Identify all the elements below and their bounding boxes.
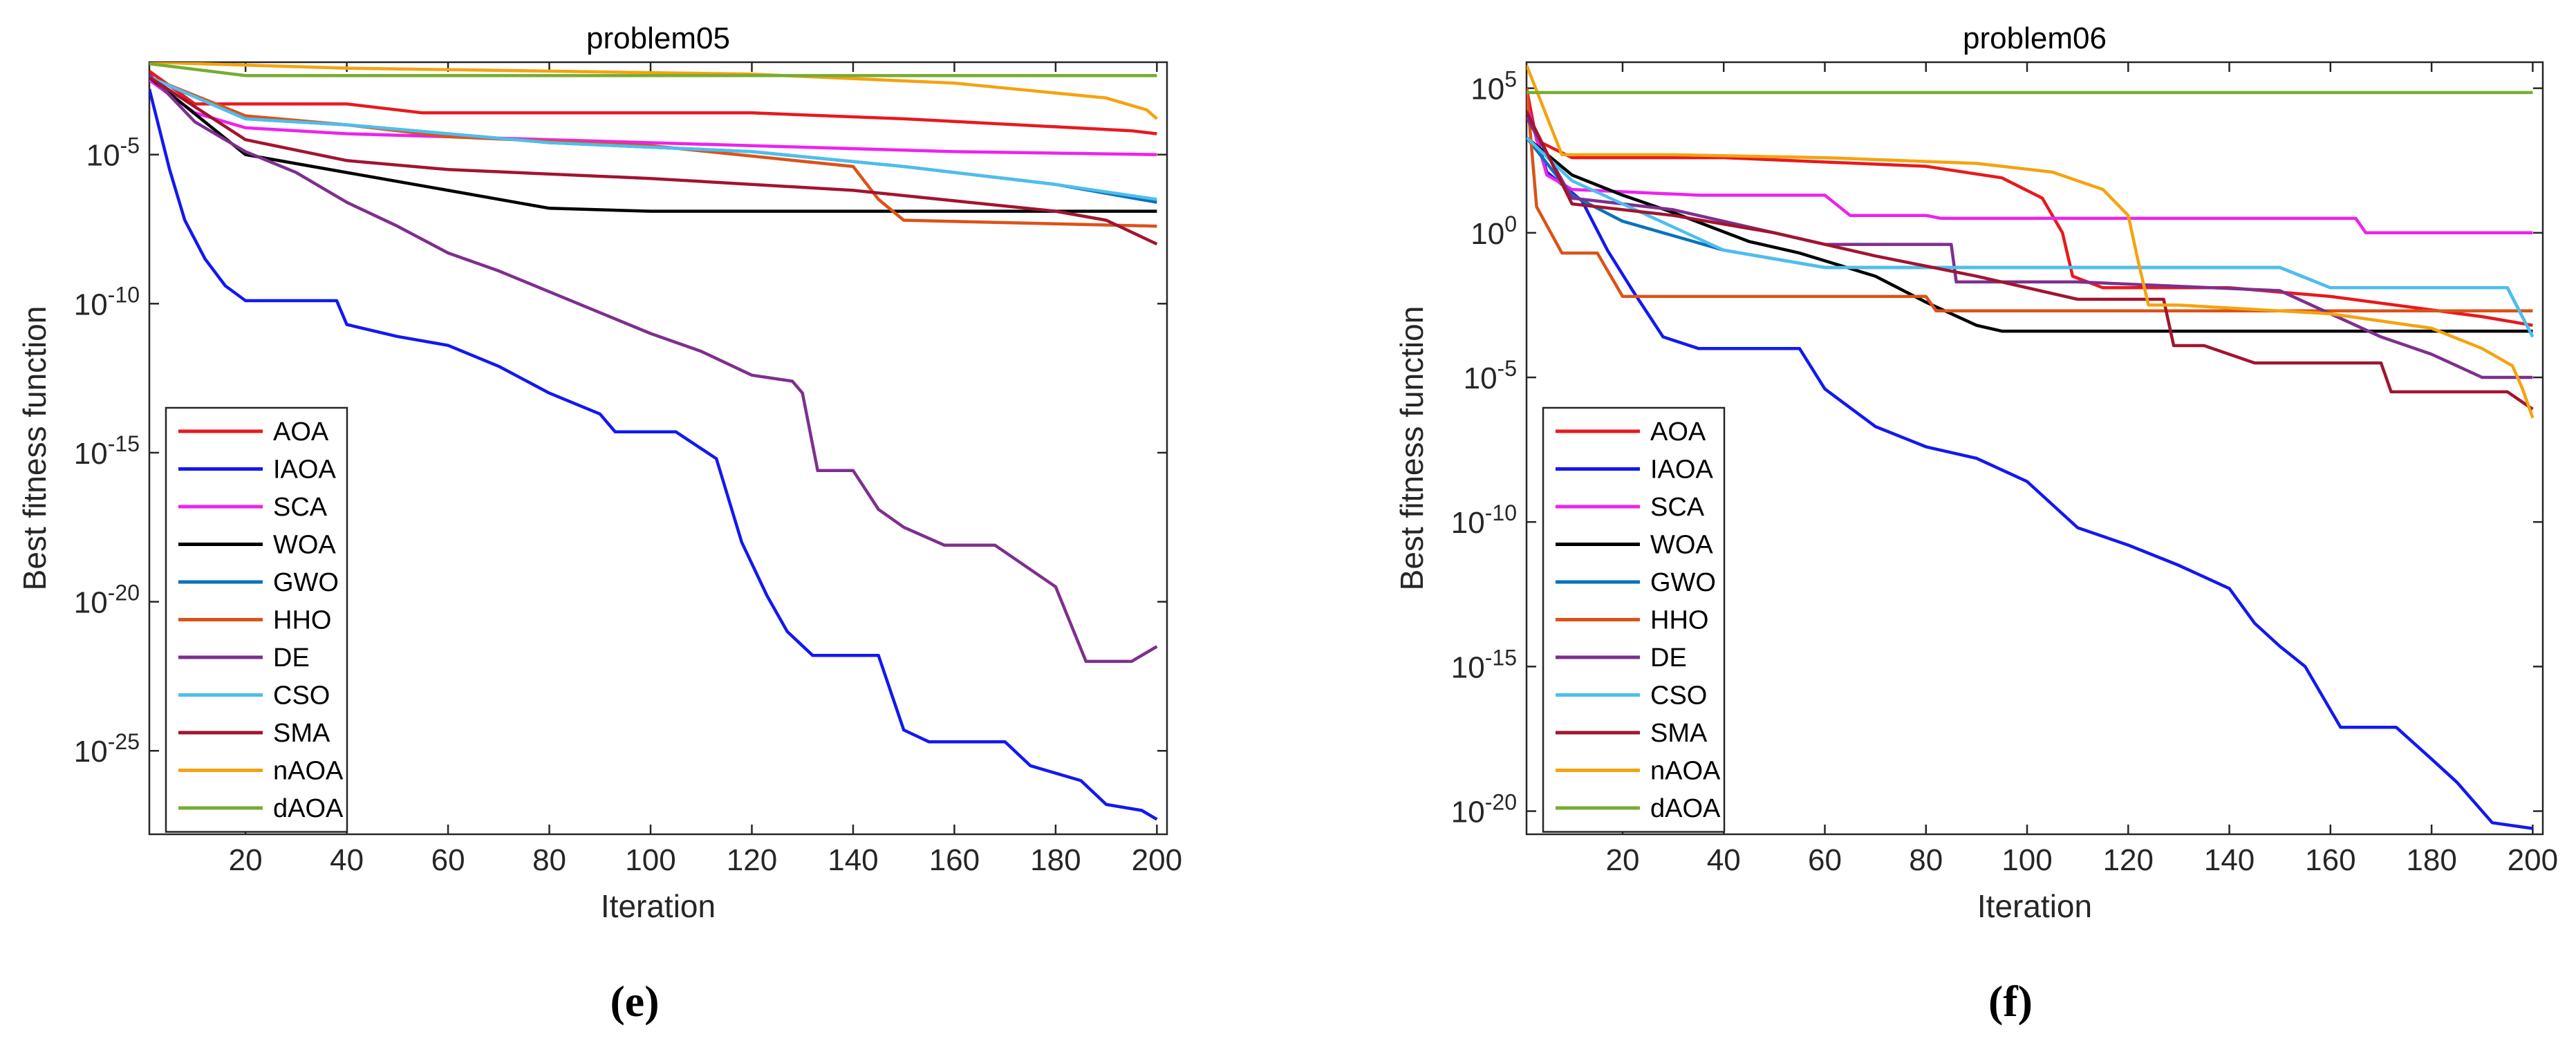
x-tick-label: 100	[625, 843, 675, 877]
x-tick-label: 60	[1808, 843, 1842, 877]
legend-label-AOA: AOA	[1650, 417, 1706, 447]
legend-label-GWO: GWO	[1650, 568, 1716, 597]
x-tick-label: 40	[1707, 843, 1741, 877]
y-axis-label: Best fitness function	[17, 306, 53, 591]
x-tick-label: 180	[2406, 843, 2456, 877]
series-line-SMA	[1527, 111, 2534, 411]
series-line-AOA	[149, 70, 1157, 135]
series-line-IAOA	[149, 88, 1158, 821]
series-line-WOA	[1527, 136, 2533, 333]
legend-label-DE: DE	[273, 643, 310, 673]
legend-label-IAOA: IAOA	[1650, 455, 1713, 485]
legend-label-HHO: HHO	[1650, 606, 1708, 635]
legend-label-CSO: CSO	[273, 682, 330, 711]
legend-label-IAOA: IAOA	[273, 455, 336, 485]
y-tick-label: 10-20	[74, 581, 140, 620]
panel-caption: (f)	[1988, 977, 2033, 1026]
x-tick-label: 140	[2204, 843, 2255, 877]
series-line-CSO	[149, 75, 1157, 201]
y-tick-label: 10-10	[74, 282, 140, 321]
y-tick-label: 10-15	[74, 431, 140, 471]
series-line-nAOA	[1527, 64, 2535, 419]
series-line-dAOA	[149, 62, 1157, 77]
legend-label-WOA: WOA	[273, 531, 336, 560]
series-group	[149, 62, 1158, 821]
legend-label-SCA: SCA	[273, 493, 328, 522]
legend-label-dAOA: dAOA	[1650, 794, 1721, 823]
series-line-HHO	[1527, 88, 2533, 313]
x-axis-label: Iteration	[601, 888, 716, 924]
x-axis-label: Iteration	[1977, 888, 2092, 924]
y-tick-label: 10-25	[74, 729, 140, 769]
y-tick-label: 10-20	[1451, 790, 1517, 829]
y-tick-label: 100	[1471, 212, 1517, 251]
series-line-SMA	[149, 75, 1158, 246]
y-axis-label: Best fitness function	[1394, 306, 1430, 591]
chart-panel-problem06: 20 40 60 80 100 120 140 160 180 200 105 100 10-5 10-1…	[1394, 21, 2558, 1026]
legend-label-WOA: WOA	[1650, 531, 1713, 560]
legend-label-DE: DE	[1650, 643, 1687, 673]
series-line-IAOA	[1527, 102, 2533, 830]
x-tick-label: 100	[2001, 843, 2052, 877]
x-tick-label: 120	[2103, 843, 2154, 877]
x-tick-label: 200	[2508, 843, 2558, 877]
x-tick-label: 40	[330, 843, 364, 877]
x-tick-label: 80	[532, 843, 566, 877]
panel-caption: (e)	[610, 977, 659, 1026]
legend-label-HHO: HHO	[273, 606, 331, 635]
chart-title: problem06	[1963, 21, 2107, 55]
series-line-nAOA	[149, 62, 1158, 120]
legend: AOA IAOA SCA WOA GWO HHO DE CSO SMA nAOA dAOA	[165, 406, 348, 833]
x-tick-label: 80	[1909, 843, 1943, 877]
x-tick-label: 160	[929, 843, 980, 877]
legend-label-SCA: SCA	[1650, 493, 1705, 522]
legend-label-dAOA: dAOA	[273, 794, 344, 823]
y-tick-label: 105	[1471, 67, 1517, 106]
y-tick-label: 10-15	[1451, 645, 1517, 684]
x-tick-label: 20	[1605, 843, 1639, 877]
x-tick-label: 160	[2305, 843, 2355, 877]
series-line-DE	[1527, 116, 2533, 379]
legend-label-nAOA: nAOA	[273, 757, 344, 786]
x-tick-label: 60	[431, 843, 465, 877]
x-tick-label: 140	[828, 843, 878, 877]
legend-label-SMA: SMA	[273, 719, 330, 748]
legend-label-GWO: GWO	[273, 568, 339, 597]
x-tick-label: 180	[1030, 843, 1081, 877]
y-tick-label: 10-10	[1451, 500, 1517, 540]
legend-label-SMA: SMA	[1650, 719, 1708, 748]
legend-label-nAOA: nAOA	[1650, 757, 1721, 786]
y-tick-label: 10-5	[1464, 356, 1517, 395]
chart-panel-problem05: 20 40 60 80 100 120 140 160 180 200 10-5 10-10 10-15…	[17, 21, 1182, 1026]
chart-title: problem05	[586, 21, 730, 55]
legend: AOA IAOA SCA WOA GWO HHO DE CSO SMA nAOA dAOA	[1542, 406, 1726, 833]
series-line-DE	[149, 73, 1158, 664]
legend-label-CSO: CSO	[1650, 682, 1707, 711]
series-line-AOA	[1527, 88, 2533, 327]
y-tick-label: 10-5	[86, 133, 140, 173]
legend-label-AOA: AOA	[273, 417, 329, 447]
x-tick-label: 120	[727, 843, 777, 877]
series-group	[1527, 64, 2535, 830]
x-tick-label: 200	[1132, 843, 1182, 877]
x-tick-label: 20	[229, 843, 263, 877]
